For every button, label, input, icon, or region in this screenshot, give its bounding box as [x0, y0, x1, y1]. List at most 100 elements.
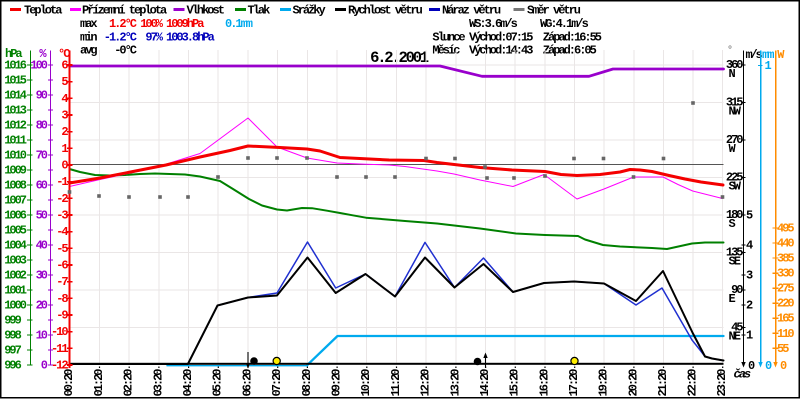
- svg-text:W: W: [729, 142, 737, 156]
- svg-text:0: 0: [41, 359, 48, 373]
- svg-text:09:20: 09:20: [330, 369, 344, 397]
- svg-text:4: 4: [746, 239, 753, 253]
- svg-text:1013: 1013: [4, 104, 27, 118]
- svg-text:max: max: [80, 17, 97, 31]
- svg-text:1002: 1002: [4, 269, 27, 283]
- svg-text:19:20: 19:20: [597, 369, 611, 397]
- svg-text:55: 55: [777, 342, 789, 356]
- svg-text:3: 3: [61, 109, 68, 123]
- svg-text:Teplota: Teplota: [24, 4, 62, 18]
- svg-text:135: 135: [726, 246, 743, 260]
- svg-text:07:20: 07:20: [270, 369, 284, 397]
- svg-text:-10: -10: [51, 325, 68, 339]
- svg-text:270: 270: [726, 133, 743, 147]
- svg-text:W: W: [777, 48, 785, 62]
- svg-text:WS:3.6m/s: WS:3.6m/s: [469, 17, 518, 31]
- svg-text:20: 20: [36, 299, 48, 313]
- svg-text:12:20: 12:20: [419, 369, 433, 397]
- svg-text:180: 180: [726, 208, 743, 222]
- svg-text:996: 996: [4, 359, 21, 373]
- svg-text:E: E: [729, 292, 736, 306]
- svg-text:10: 10: [36, 329, 48, 343]
- svg-text:495: 495: [777, 221, 794, 235]
- svg-text:1003.8hPa: 1003.8hPa: [166, 31, 215, 45]
- svg-text:22:20: 22:20: [686, 369, 700, 397]
- svg-text:275: 275: [777, 282, 794, 296]
- svg-text:14:20: 14:20: [478, 369, 492, 397]
- svg-text:6.2.2001: 6.2.2001: [370, 49, 429, 67]
- svg-text:0: 0: [748, 359, 755, 373]
- svg-text:SE: SE: [729, 255, 741, 269]
- svg-text:110: 110: [777, 327, 794, 341]
- svg-text:Tlak: Tlak: [248, 4, 271, 18]
- svg-text:5: 5: [61, 75, 68, 89]
- svg-text:360: 360: [726, 58, 743, 72]
- svg-text:220: 220: [777, 297, 794, 311]
- svg-text:06:20: 06:20: [240, 369, 254, 397]
- svg-text:11:20: 11:20: [389, 369, 403, 397]
- svg-text:1004: 1004: [4, 239, 27, 253]
- svg-text:1012: 1012: [4, 119, 27, 133]
- svg-text:0: 0: [61, 159, 68, 173]
- svg-text:-0°C: -0°C: [114, 44, 137, 58]
- svg-text:-11: -11: [51, 342, 68, 356]
- svg-text:330: 330: [777, 267, 794, 281]
- svg-text:17:20: 17:20: [567, 369, 581, 397]
- svg-text:20:20: 20:20: [626, 369, 640, 397]
- svg-text:Západ:16:55: Západ:16:55: [543, 31, 602, 45]
- svg-text:N: N: [729, 67, 736, 81]
- svg-text:1014: 1014: [4, 89, 27, 103]
- svg-text:°: °: [727, 45, 733, 57]
- svg-text:Měsíc: Měsíc: [432, 44, 460, 58]
- svg-text:1008: 1008: [4, 179, 27, 193]
- svg-text:Slunce: Slunce: [432, 31, 465, 45]
- svg-text:Směr větru: Směr větru: [527, 4, 581, 18]
- svg-text:5: 5: [746, 209, 753, 223]
- svg-text:Přízemní teplota: Přízemní teplota: [82, 4, 167, 18]
- svg-text:S: S: [729, 217, 736, 231]
- svg-text:2: 2: [61, 125, 68, 139]
- svg-text:1005: 1005: [4, 224, 27, 238]
- svg-text:avg: avg: [80, 44, 97, 58]
- svg-text:30: 30: [36, 269, 48, 283]
- svg-text:97%: 97%: [145, 31, 163, 45]
- svg-text:-8: -8: [56, 292, 68, 306]
- svg-text:-6: -6: [56, 259, 68, 273]
- svg-text:1: 1: [746, 329, 753, 343]
- svg-text:Srážky: Srážky: [293, 4, 326, 18]
- svg-text:23:20: 23:20: [715, 369, 729, 397]
- svg-text:385: 385: [777, 252, 794, 266]
- svg-text:Vlhkost: Vlhkost: [187, 4, 225, 18]
- svg-text:70: 70: [36, 149, 48, 163]
- svg-text:02:20: 02:20: [122, 369, 136, 397]
- svg-text:80: 80: [36, 119, 48, 133]
- svg-text:1001: 1001: [4, 284, 27, 298]
- svg-text:16:20: 16:20: [537, 369, 551, 397]
- svg-text:1011: 1011: [4, 134, 27, 148]
- svg-text:1009hPa: 1009hPa: [166, 17, 204, 31]
- svg-text:0: 0: [780, 359, 787, 373]
- svg-text:NE: NE: [729, 330, 741, 344]
- svg-text:-2: -2: [56, 192, 68, 206]
- svg-text:-1: -1: [56, 175, 68, 189]
- svg-text:15:20: 15:20: [508, 369, 522, 397]
- svg-text:0: 0: [765, 359, 772, 373]
- svg-text:WG:4.1m/s: WG:4.1m/s: [540, 17, 589, 31]
- svg-text:1: 1: [765, 59, 772, 73]
- svg-text:13:20: 13:20: [448, 369, 462, 397]
- svg-text:21:20: 21:20: [656, 369, 670, 397]
- svg-text:998: 998: [4, 329, 21, 343]
- svg-text:6: 6: [61, 59, 68, 73]
- svg-text:100: 100: [30, 59, 47, 73]
- svg-text:00:20: 00:20: [62, 369, 76, 397]
- svg-text:999: 999: [4, 314, 21, 328]
- svg-text:440: 440: [777, 237, 794, 251]
- svg-text:997: 997: [4, 344, 21, 358]
- svg-text:min: min: [80, 31, 97, 45]
- svg-text:05:20: 05:20: [211, 369, 225, 397]
- svg-text:Rychlost větru: Rychlost větru: [348, 4, 423, 18]
- svg-text:2: 2: [746, 299, 753, 313]
- svg-text:225: 225: [726, 171, 743, 185]
- svg-text:%: %: [39, 47, 47, 61]
- svg-text:hPa: hPa: [5, 47, 22, 61]
